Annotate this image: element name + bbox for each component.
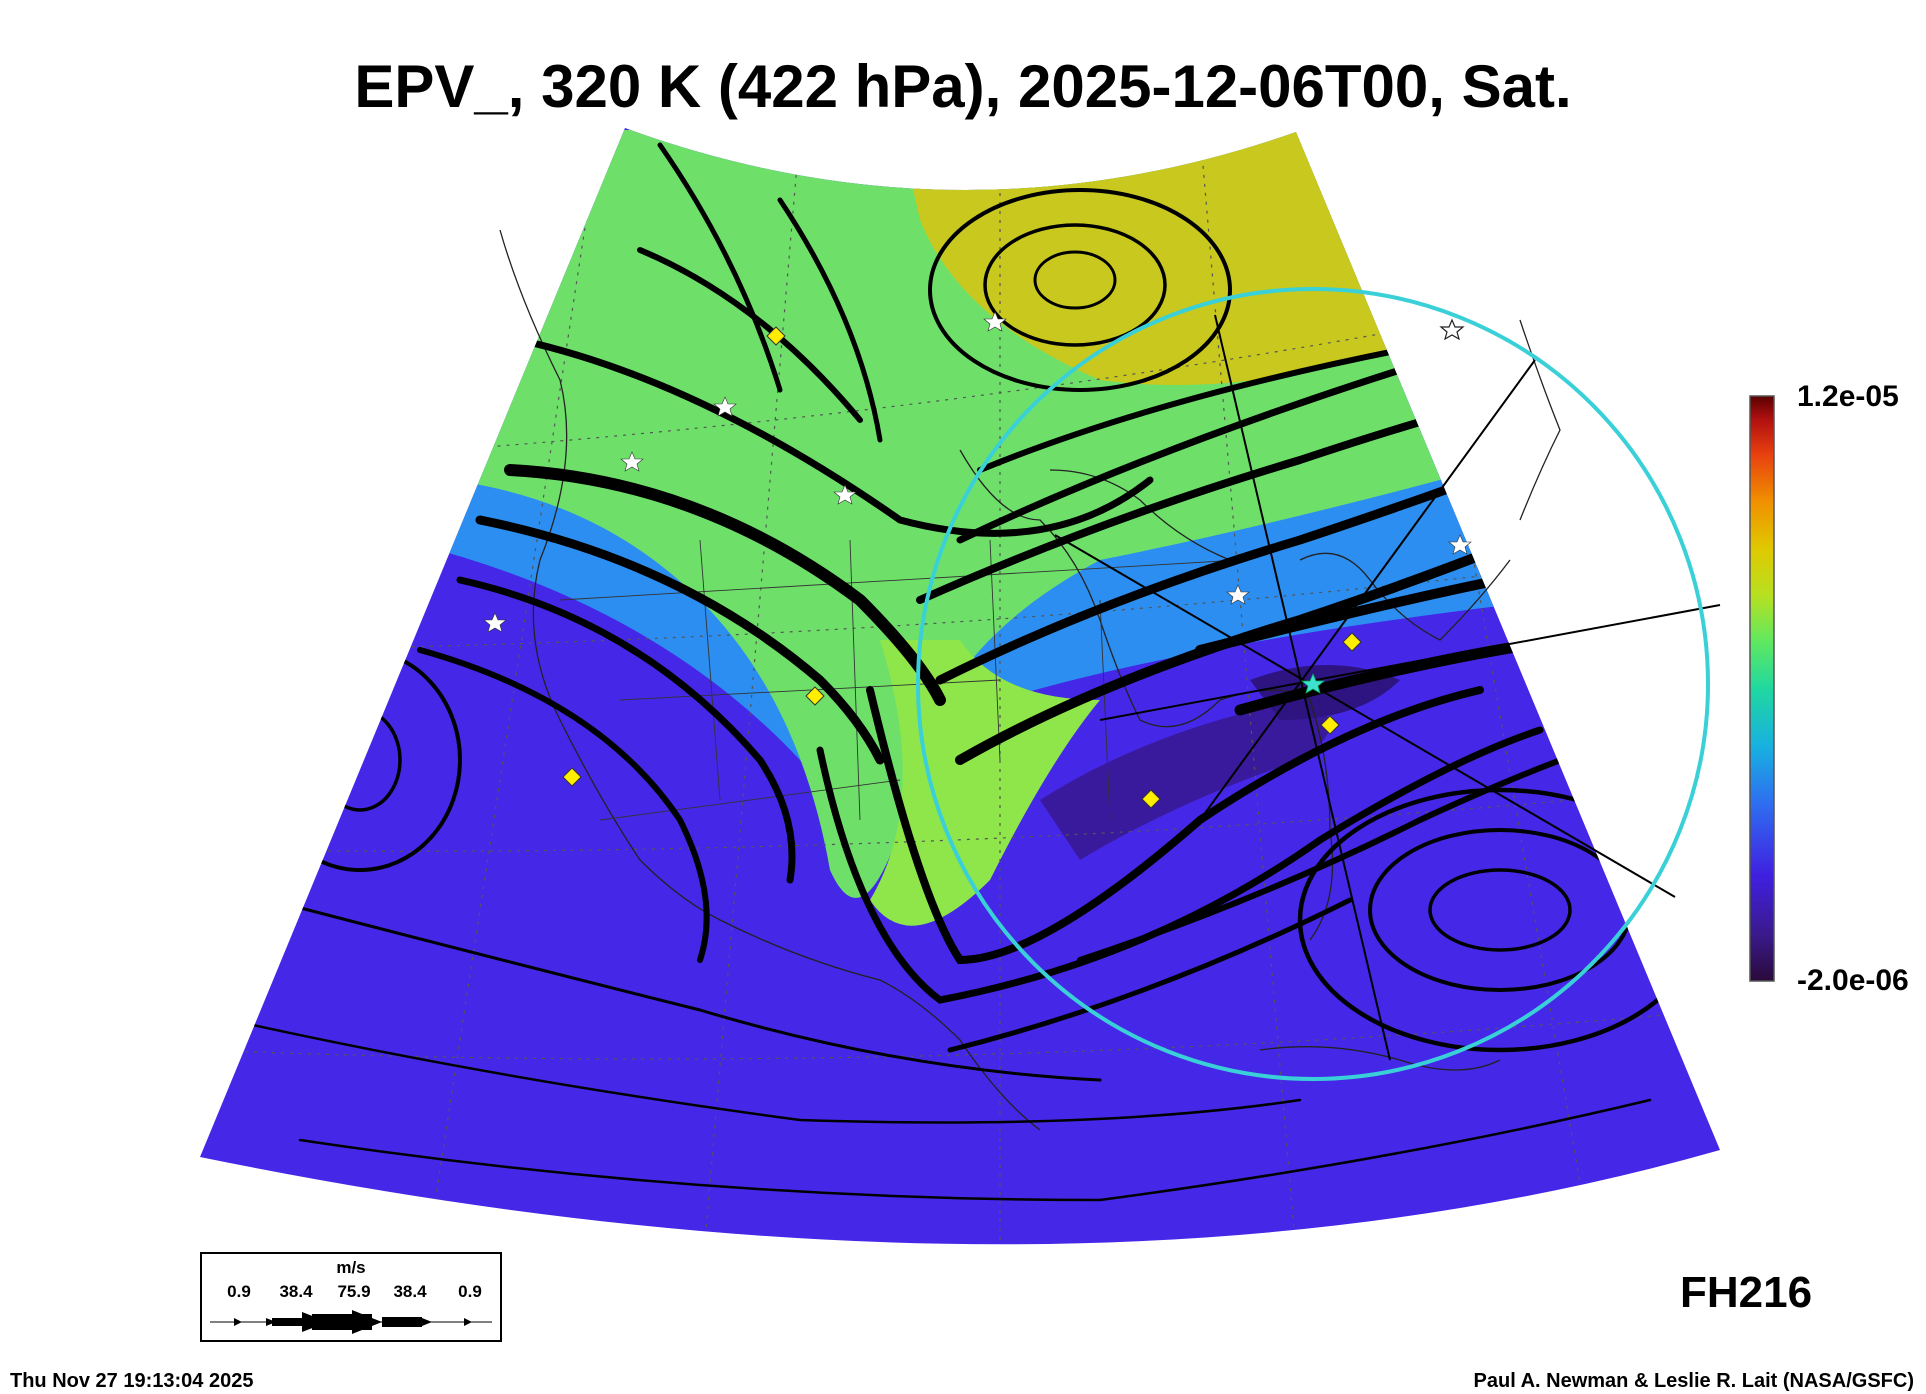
- legend-value: 0.9: [458, 1282, 482, 1301]
- forecast-hour: FH216: [1680, 1268, 1813, 1317]
- hollow-star-icon: [1439, 318, 1465, 341]
- legend-arrow-scale: [210, 1310, 492, 1334]
- legend-value: 75.9: [337, 1282, 371, 1301]
- site-diamonds: [562, 326, 1362, 809]
- colorbar-min-label: -2.0e-06: [1797, 964, 1909, 997]
- colorbar-max-label: 1.2e-05: [1797, 380, 1899, 413]
- legend-value: 38.4: [279, 1282, 313, 1301]
- center-star-icon: [1300, 672, 1326, 694]
- legend-value: 0.9: [227, 1282, 251, 1301]
- range-ring: [916, 287, 1710, 1081]
- map-title: EPV_, 320 K (422 hPa), 2025-12-06T00, Sa…: [354, 53, 1572, 120]
- station-stars: [483, 311, 1472, 633]
- cross-section-lines: [1054, 314, 1721, 1061]
- colorbar: [1749, 395, 1775, 982]
- legend-value: 38.4: [393, 1282, 427, 1301]
- credit-line: Paul A. Newman & Leslie R. Lait (NASA/GS…: [1473, 1370, 1914, 1392]
- legend-unit: m/s: [336, 1258, 366, 1277]
- wind-speed-legend: m/s 0.9 38.4 75.9 38.4 0.9: [200, 1252, 502, 1342]
- graticule: [200, 129, 1720, 1245]
- streamlines: [228, 142, 1703, 1202]
- run-timestamp: Thu Nov 27 19:13:04 2025: [10, 1370, 254, 1392]
